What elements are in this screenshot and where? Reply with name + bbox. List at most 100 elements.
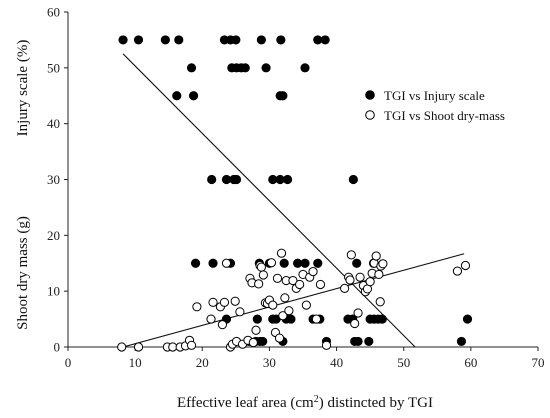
- trendline-injury: [122, 53, 416, 348]
- x-tick-label: 70: [532, 355, 545, 370]
- point-shoot-dry-mass: [258, 270, 268, 280]
- point-shoot-dry-mass: [217, 320, 228, 330]
- point-injury: [207, 174, 217, 185]
- point-shoot-dry-mass: [452, 266, 463, 276]
- point-shoot-dry-mass: [230, 296, 240, 306]
- legend: TGI vs Injury scale TGI vs Shoot dry-mas…: [365, 88, 505, 123]
- point-shoot-dry-mass: [254, 279, 264, 289]
- legend-label-injury: TGI vs Injury scale: [384, 88, 485, 103]
- point-shoot-dry-mass: [268, 300, 278, 310]
- point-shoot-dry-mass: [274, 333, 285, 343]
- point-shoot-dry-mass: [345, 275, 355, 285]
- point-shoot-dry-mass: [353, 308, 363, 318]
- point-shoot-dry-mass: [192, 302, 202, 312]
- y-tick-label: 40: [47, 116, 60, 131]
- point-shoot-dry-mass: [350, 318, 360, 329]
- y-tick-label: 60: [47, 5, 60, 20]
- y-tick-label: 20: [47, 228, 60, 243]
- x-tick-label: 40: [330, 355, 343, 370]
- point-shoot-dry-mass: [276, 248, 287, 258]
- y-tick-label: 30: [47, 172, 60, 187]
- point-injury: [300, 63, 310, 73]
- point-shoot-dry-mass: [284, 306, 294, 316]
- axes: [67, 12, 538, 348]
- legend-marker-shoot-dry-mass: [365, 110, 375, 120]
- point-shoot-dry-mass: [280, 293, 290, 303]
- x-tick-label: 10: [129, 355, 142, 370]
- point-shoot-dry-mass: [308, 267, 318, 277]
- x-axis-label-part-2: ) distincted by TGI: [319, 395, 433, 411]
- point-injury: [364, 336, 374, 347]
- point-injury: [190, 258, 201, 268]
- legend-label-shoot-dry-mass: TGI vs Shoot dry-mass: [384, 108, 505, 123]
- point-shoot-dry-mass: [311, 314, 322, 324]
- x-tick-label: 20: [196, 355, 209, 370]
- point-injury: [174, 35, 184, 45]
- y-axis-label-injury: Injury scale (%): [15, 40, 31, 137]
- point-shoot-dry-mass: [365, 277, 375, 287]
- point-injury: [282, 174, 293, 185]
- point-shoot-dry-mass: [206, 314, 216, 324]
- point-shoot-dry-mass: [117, 342, 127, 352]
- point-injury: [186, 63, 197, 73]
- point-injury: [172, 91, 182, 101]
- point-injury: [240, 63, 250, 73]
- point-injury: [300, 258, 310, 268]
- y-axis-label-shoot-dry-mass: Shoot dry mass (g): [15, 216, 31, 330]
- point-shoot-dry-mass: [374, 269, 384, 280]
- point-injury: [188, 91, 199, 101]
- point-shoot-dry-mass: [346, 250, 356, 260]
- x-tick-label: 30: [263, 355, 276, 370]
- point-shoot-dry-mass: [460, 260, 471, 271]
- point-shoot-dry-mass: [248, 337, 258, 348]
- point-injury: [352, 258, 362, 268]
- point-injury: [160, 35, 170, 45]
- point-shoot-dry-mass: [219, 297, 230, 307]
- point-injury: [256, 35, 266, 45]
- point-injury: [278, 91, 288, 101]
- point-shoot-dry-mass: [321, 340, 332, 350]
- x-axis-label-superscript: 2: [314, 394, 319, 405]
- point-injury: [313, 258, 323, 268]
- point-shoot-dry-mass: [378, 259, 388, 269]
- x-tick-label: 60: [464, 355, 477, 370]
- point-shoot-dry-mass: [221, 258, 232, 268]
- y-tick-label: 50: [47, 60, 60, 75]
- data-points: [117, 35, 473, 352]
- point-shoot-dry-mass: [256, 262, 266, 272]
- point-injury: [377, 314, 387, 324]
- point-injury: [320, 35, 330, 45]
- point-injury: [118, 35, 128, 45]
- point-injury: [348, 174, 358, 185]
- x-tick-label: 0: [65, 355, 72, 370]
- point-injury: [279, 258, 289, 268]
- point-shoot-dry-mass: [340, 283, 350, 293]
- point-shoot-dry-mass: [375, 297, 385, 307]
- legend-marker-injury: [365, 90, 375, 100]
- point-shoot-dry-mass: [288, 275, 298, 286]
- point-injury: [231, 174, 242, 185]
- point-injury: [133, 35, 144, 45]
- point-shoot-dry-mass: [235, 307, 245, 317]
- point-injury: [258, 336, 268, 347]
- axis-ticks: 0 10 20 30 40 50 60 70 0 10 20 30 40 50 60: [47, 5, 545, 371]
- point-injury: [276, 35, 286, 45]
- y-tick-label: 0: [54, 340, 61, 355]
- x-axis-label: Effective leaf area (cm2) distincted by …: [177, 394, 433, 412]
- point-shoot-dry-mass: [208, 297, 218, 307]
- point-shoot-dry-mass: [301, 300, 311, 310]
- point-injury: [456, 336, 467, 347]
- point-injury: [252, 314, 262, 324]
- point-shoot-dry-mass: [186, 340, 197, 350]
- point-injury: [261, 63, 271, 73]
- y-tick-label: 10: [47, 284, 60, 299]
- point-shoot-dry-mass: [133, 342, 144, 352]
- point-shoot-dry-mass: [266, 258, 277, 268]
- x-tick-label: 50: [397, 355, 410, 370]
- trendline-shoot-dry-mass: [122, 253, 465, 348]
- point-injury: [231, 35, 241, 45]
- point-injury: [462, 314, 473, 324]
- point-shoot-dry-mass: [295, 279, 305, 290]
- point-shoot-dry-mass: [278, 311, 288, 321]
